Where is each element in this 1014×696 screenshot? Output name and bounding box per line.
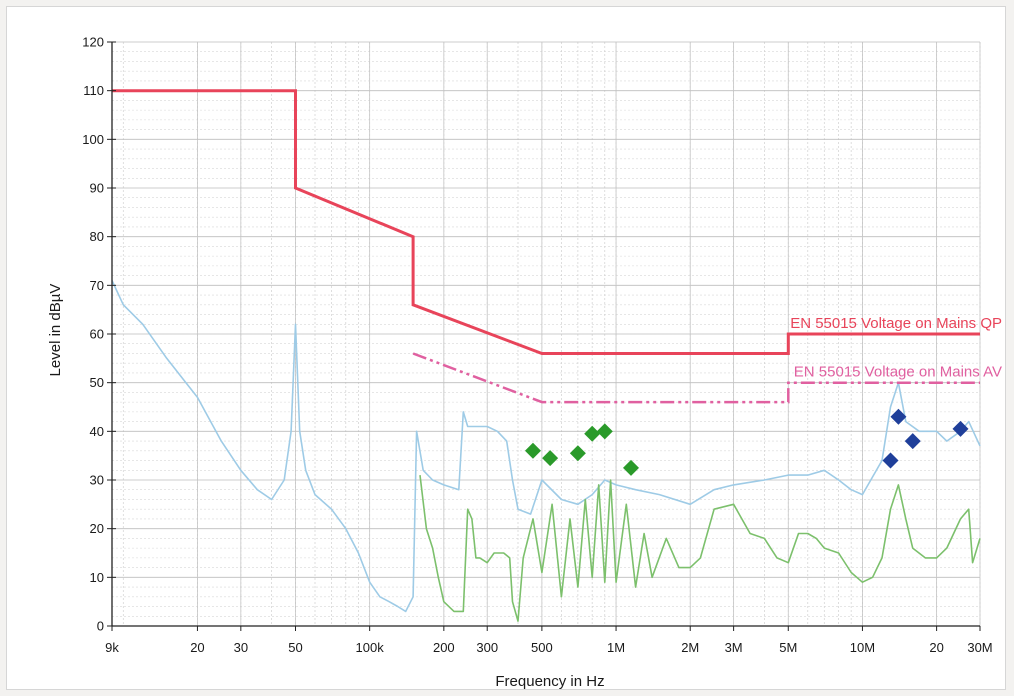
y-axis-title: Level in dBµV	[47, 284, 64, 377]
trace-line-1	[111, 280, 981, 613]
x-tick-label: 300	[476, 640, 498, 655]
y-tick-label: 0	[97, 619, 104, 634]
y-tick-labels: 0 10 20 30 40 50 60 70 80 90 100 110 120	[82, 35, 104, 634]
y-tick-label: 100	[82, 132, 104, 147]
marker-diamond-blue	[890, 408, 907, 425]
marker-diamond-green	[542, 450, 559, 467]
x-tick-label: 200	[433, 640, 455, 655]
marker-diamond-green	[569, 445, 586, 462]
y-tick-label: 80	[90, 229, 104, 244]
limit-label-av: EN 55015 Voltage on Mains AV	[794, 364, 1002, 381]
trace-line-2	[419, 475, 981, 622]
limit-lines	[112, 89, 980, 404]
x-tick-label: 20	[929, 640, 943, 655]
x-tick-label: 10M	[850, 640, 875, 655]
limit-line-av	[412, 352, 980, 404]
limit-label-qp: EN 55015 Voltage on Mains QP	[790, 315, 1002, 332]
marker-diamond-blue	[904, 433, 921, 450]
limit-labels: EN 55015 Voltage on Mains QP EN 55015 Vol…	[790, 315, 1002, 381]
x-tick-label: 5M	[779, 640, 797, 655]
marker-diamond-green	[524, 442, 541, 459]
x-tick-label: 30	[234, 640, 248, 655]
x-tick-label: 50	[288, 640, 302, 655]
marker-diamond-green	[596, 423, 613, 440]
x-tick-label: 1M	[607, 640, 625, 655]
markers	[524, 408, 969, 476]
x-axis-title: Frequency in Hz	[495, 673, 604, 690]
x-tick-label: 500	[531, 640, 553, 655]
y-tick-label: 90	[90, 181, 104, 196]
y-tick-label: 20	[90, 521, 104, 536]
limit-line-qp	[112, 89, 980, 355]
axes	[107, 41, 981, 631]
y-tick-label: 40	[90, 424, 104, 439]
y-tick-label: 70	[90, 278, 104, 293]
marker-diamond-blue	[882, 452, 899, 469]
marker-diamond-blue	[952, 420, 969, 437]
x-tick-label: 9k	[105, 640, 119, 655]
y-tick-label: 120	[82, 35, 104, 50]
y-tick-label: 50	[90, 375, 104, 390]
x-tick-label: 2M	[681, 640, 699, 655]
x-tick-label: 20	[190, 640, 204, 655]
y-tick-label: 110	[83, 83, 104, 98]
traces	[111, 280, 981, 622]
x-tick-labels: 9k 20 30 50 100k 200 300 500 1M 2M 3M 5M 10M 20 30M	[105, 640, 993, 655]
y-tick-label: 60	[90, 327, 104, 342]
marker-diamond-green	[584, 425, 601, 442]
x-tick-label: 30M	[967, 640, 992, 655]
marker-diamond-green	[623, 459, 640, 476]
x-tick-label: 100k	[356, 640, 385, 655]
y-tick-label: 30	[90, 473, 104, 488]
y-tick-label: 10	[90, 570, 104, 585]
x-tick-label: 3M	[725, 640, 743, 655]
